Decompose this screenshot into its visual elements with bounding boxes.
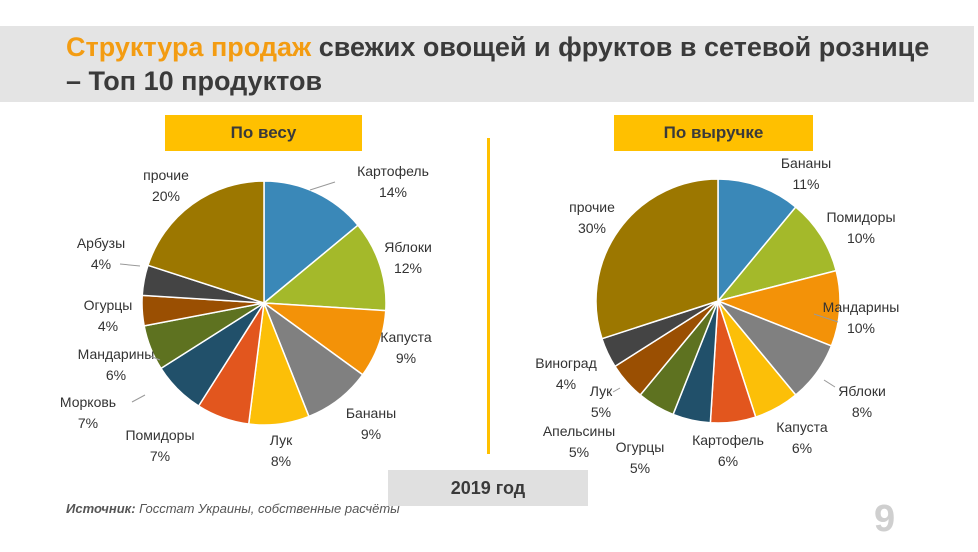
pie-1-value-3: 9%	[361, 426, 381, 442]
pie-1-leader-7	[149, 355, 161, 361]
pie-1-label-8: Огурцы	[84, 297, 133, 313]
pie-1-label-2: Капуста	[380, 329, 432, 345]
pie-2-leader-2	[813, 313, 839, 323]
pie-2-slice-0	[717, 178, 797, 304]
pie-1-label-10: прочие	[143, 167, 189, 183]
pie-2-slice-2	[715, 269, 841, 347]
pie-1-value-8: 4%	[98, 318, 118, 334]
pie-by-revenue: Бананы 11% Помидоры 10% Мандарины 10% Яблоки 8%…	[535, 155, 899, 476]
pie-2-value-3: 8%	[852, 404, 872, 420]
pie-1-leader-9	[119, 263, 141, 267]
pie-1-value-2: 9%	[396, 350, 416, 366]
pie-2-label-0: Бананы	[781, 155, 831, 171]
pie-2-value-10: 30%	[578, 220, 606, 236]
pie-1-leader-6	[131, 394, 146, 403]
pie-1-slice-0	[263, 180, 360, 305]
source-label: Источник:	[66, 501, 136, 516]
pie-1-value-9: 4%	[91, 256, 111, 272]
pie-2-value-8: 5%	[591, 404, 611, 420]
pie-by-weight: Картофель 14% Яблоки 12% Капуста 9% Бананы 9% Лу…	[60, 163, 432, 469]
pie-1-label-1: Яблоки	[384, 239, 432, 255]
pie-2-label-9: Виноград	[535, 355, 597, 371]
pie-1-value-4: 8%	[271, 453, 291, 469]
pie-2-value-9: 4%	[556, 376, 576, 392]
source-note: Источник: Госстат Украины, собственные р…	[66, 500, 400, 518]
title-accent: Структура продаж	[66, 32, 312, 62]
pie-1-value-0: 14%	[379, 184, 407, 200]
pie-1-slice-1	[262, 224, 387, 312]
pie-2-value-2: 10%	[847, 320, 875, 336]
pie-1-value-5: 7%	[150, 448, 170, 464]
pie-2-label-5: Картофель	[692, 432, 764, 448]
year-label: 2019 год	[388, 470, 588, 506]
pie-1-leader-0	[309, 181, 336, 191]
pie-1-label-6: Морковь	[60, 394, 116, 410]
pie-2-label-2: Мандарины	[823, 299, 900, 315]
pie-2-value-5: 6%	[718, 453, 738, 469]
page-number: 9	[874, 498, 896, 540]
pie-2-value-1: 10%	[847, 230, 875, 246]
pie-2-label-6: Огурцы	[616, 439, 665, 455]
pie-2-label-8: Лук	[590, 383, 613, 399]
slide-title: Структура продаж свежих овощей и фруктов…	[66, 30, 946, 98]
title-bar	[0, 26, 974, 102]
pie-1-label-5: Помидоры	[125, 427, 194, 443]
pie-1-label-3: Бананы	[346, 405, 396, 421]
pie-1-slice-10	[147, 180, 265, 305]
pie-2-title: По выручке	[614, 115, 813, 151]
pie-1-value-7: 6%	[106, 367, 126, 383]
pie-2-value-0: 11%	[793, 176, 820, 192]
pie-2-leader-8	[612, 387, 621, 393]
pie-2-value-7: 5%	[569, 444, 589, 460]
pie-1-value-1: 12%	[394, 260, 422, 276]
pie-1-label-4: Лук	[270, 432, 293, 448]
pie-2-label-1: Помидоры	[826, 209, 895, 225]
pie-2-label-4: Капуста	[776, 419, 828, 435]
divider-line	[487, 138, 490, 454]
pie-1-label-9: Арбузы	[77, 235, 125, 251]
pie-2-leader-3	[823, 379, 836, 388]
pie-2-value-6: 5%	[630, 460, 650, 476]
pie-2-value-4: 6%	[792, 440, 812, 456]
pie-1-value-10: 20%	[152, 188, 180, 204]
pie-2-label-7: Апельсины	[543, 423, 615, 439]
source-text: Госстат Украины, собственные расчёты	[135, 501, 400, 516]
pie-2-label-3: Яблоки	[838, 383, 886, 399]
pie-2-label-10: прочие	[569, 199, 615, 215]
pie-1-label-0: Картофель	[357, 163, 429, 179]
pie-1-title: По весу	[165, 115, 362, 151]
pie-2-slice-10	[595, 178, 719, 340]
pie-1-label-7: Мандарины	[78, 346, 155, 362]
pie-1-value-6: 7%	[78, 415, 98, 431]
title-rest: свежих овощей и фруктов в сетевой розниц…	[66, 32, 930, 96]
